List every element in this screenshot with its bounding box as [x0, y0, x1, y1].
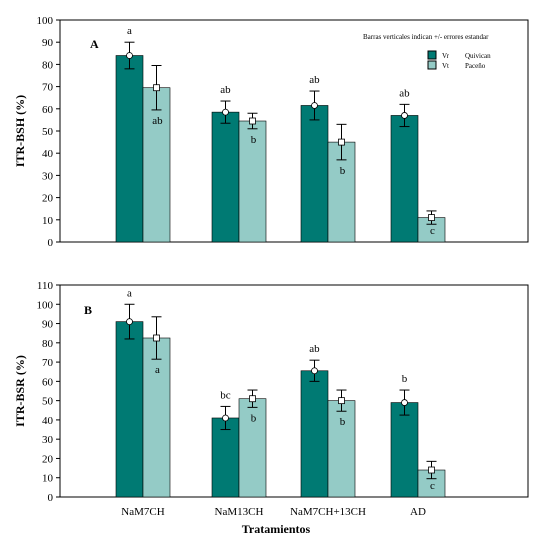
y-axis-label: ITR-BSH (%): [13, 95, 27, 167]
bar-vt: [142, 337, 171, 498]
legend-swatch-vt: [427, 60, 437, 70]
y-tick-label: 50: [42, 396, 54, 408]
mean-marker-vr: [222, 414, 229, 422]
legend-swatch-vr: [427, 50, 437, 60]
x-axis-label: Tratamientos: [242, 522, 311, 536]
y-tick-label: 0: [48, 237, 54, 249]
legend-label-vr: Quivican: [465, 52, 491, 60]
mean-marker-vt: [338, 397, 345, 405]
mean-marker-vr: [126, 52, 133, 59]
mean-marker-vt: [428, 466, 435, 474]
mean-marker-vt: [338, 138, 345, 146]
legend-label-vt: Paceño: [465, 62, 486, 70]
x-tick-label: NaM13CH: [215, 506, 264, 518]
bar-vr: [300, 370, 329, 498]
mean-marker-vt: [153, 84, 160, 92]
significance-letter: a: [127, 25, 132, 37]
y-tick-label: 80: [42, 59, 54, 71]
significance-letter: b: [402, 373, 408, 385]
y-tick-label: 90: [42, 319, 54, 331]
chart-panel-b: 0 10 20 30 40 50 60 70 80 90 100 110 ITR-BSR (%) Ba a N…: [13, 280, 529, 518]
y-axis-label: ITR-BSR (%): [13, 355, 27, 427]
mean-marker-vt: [249, 395, 256, 403]
y-tick-label: 0: [48, 492, 54, 504]
significance-letter: c: [430, 225, 435, 237]
plot-frame: [59, 284, 529, 498]
significance-letter: b: [251, 412, 257, 424]
panel-label: A: [90, 37, 99, 51]
significance-letter: b: [340, 165, 346, 177]
legend: Vr Quivican Vt Paceño: [427, 50, 491, 70]
x-tick-label: NaM7CH: [121, 506, 164, 518]
mean-marker-vr: [401, 399, 408, 406]
mean-marker-vr: [311, 367, 318, 375]
x-tick-label: NaM7CH+13CH: [290, 506, 366, 518]
mean-marker-vr: [222, 108, 229, 116]
y-tick-label: 30: [42, 170, 54, 182]
legend-marker-vt: Vt: [442, 62, 449, 70]
mean-marker-vt: [249, 117, 256, 125]
bar-vr: [211, 111, 240, 243]
significance-letter: a: [127, 287, 132, 299]
y-tick-label: 10: [42, 215, 54, 227]
y-tick-label: 80: [42, 338, 54, 350]
bar-vt: [238, 398, 267, 498]
bar-vr: [390, 115, 419, 243]
bar-vr: [300, 105, 329, 243]
mean-marker-vt: [153, 334, 160, 342]
mean-marker-vt: [428, 214, 435, 221]
bar-vt: [142, 87, 171, 243]
y-tick-label: 90: [42, 37, 54, 49]
y-tick-label: 100: [37, 299, 54, 311]
mean-marker-vr: [311, 102, 318, 109]
significance-letter: b: [340, 416, 346, 428]
y-tick-label: 60: [42, 104, 54, 116]
significance-letter: ab: [309, 343, 320, 355]
y-tick-label: 40: [42, 148, 54, 160]
significance-letter: b: [251, 134, 257, 146]
bar-vt: [238, 120, 267, 243]
significance-letter: bc: [220, 389, 231, 401]
panel-label: B: [84, 303, 92, 317]
y-tick-label: 10: [42, 473, 54, 485]
y-tick-label: 30: [42, 434, 54, 446]
bar-vr: [390, 402, 419, 498]
bar-vr: [115, 55, 144, 243]
error-bar-note: Barras verticales indican +/- errores es…: [363, 33, 489, 41]
y-tick-label: 70: [42, 82, 54, 94]
y-tick-label: 110: [37, 280, 54, 292]
significance-letter: ab: [399, 87, 410, 99]
significance-letter: c: [430, 480, 435, 492]
mean-marker-vr: [126, 318, 133, 326]
significance-letter: ab: [309, 74, 320, 86]
significance-letter: ab: [152, 115, 163, 127]
y-tick-label: 60: [42, 376, 54, 388]
x-tick-label: AD: [410, 506, 426, 518]
y-tick-label: 40: [42, 415, 54, 427]
y-tick-label: 50: [42, 126, 54, 138]
y-tick-label: 20: [42, 453, 54, 465]
significance-letter: a: [155, 364, 160, 376]
y-tick-label: 70: [42, 357, 54, 369]
bar-vr: [115, 321, 144, 498]
mean-marker-vr: [401, 112, 408, 119]
significance-letter: ab: [220, 84, 231, 96]
y-tick-label: 20: [42, 193, 54, 205]
legend-marker-vr: Vr: [442, 52, 450, 60]
chart-panel-a: 0 10 20 30 40 50 60 70 80 90 100 ITR-BSH (%) Aa ab ab b…: [13, 15, 529, 249]
y-tick-label: 100: [37, 15, 54, 27]
bar-vt: [327, 400, 356, 498]
